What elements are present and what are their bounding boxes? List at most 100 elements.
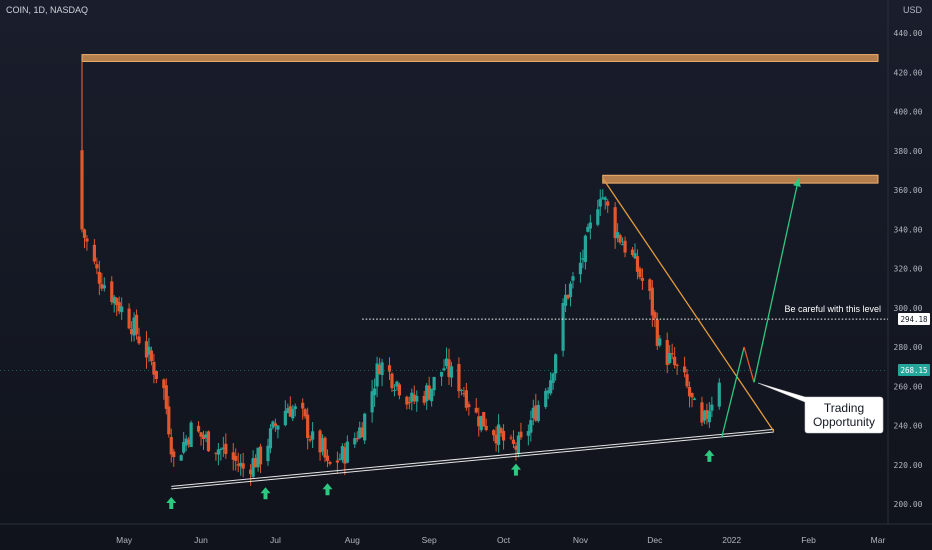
candle-body (511, 439, 516, 444)
candle-body (286, 408, 290, 414)
candle-body (496, 424, 501, 445)
candle-body (425, 385, 429, 402)
resistance-zone (602, 174, 879, 184)
symbol-header[interactable]: COIN, 1D, NASDAQ (6, 5, 89, 15)
candle-body (353, 438, 357, 445)
candle-body (427, 385, 431, 400)
candle-body (682, 366, 687, 373)
time-tick-label: Oct (497, 535, 511, 545)
candle-body (169, 437, 173, 455)
currency-label: USD (902, 5, 922, 15)
time-tick-label: Mar (871, 535, 886, 545)
time-tick-label: Nov (573, 535, 589, 545)
candle-body (603, 197, 607, 200)
support-trendline (171, 431, 774, 490)
time-tick-label: 2022 (722, 535, 741, 545)
candle-body (529, 420, 533, 433)
candle-body (162, 379, 166, 389)
candle-body (311, 431, 315, 440)
candle-body (549, 380, 553, 394)
level-price-label: 294.18 (898, 313, 930, 325)
candle-body (201, 434, 206, 439)
time-tick-label: Jul (270, 535, 281, 545)
projection-segment (753, 178, 800, 383)
candle-body (301, 402, 305, 409)
price-tick-label: 240.00 (894, 422, 923, 431)
candle-body (134, 314, 139, 335)
candle-body (571, 276, 575, 281)
last-price-text: 268.15 (900, 366, 927, 375)
candle-body (375, 363, 379, 387)
resistance-zones (81, 54, 879, 184)
candle-body (655, 319, 659, 346)
support-trendline (171, 428, 774, 487)
candle-body (405, 396, 409, 405)
candle-body (673, 356, 677, 366)
time-tick-label: Feb (801, 535, 816, 545)
price-tick-label: 380.00 (894, 147, 923, 156)
candle-body (459, 389, 464, 391)
last-price-label: 268.15 (898, 364, 930, 376)
time-axis[interactable]: May Jun Jul Aug Sep Oct Nov Dec 2022 Feb Mar (116, 535, 885, 545)
candle-body (236, 464, 240, 466)
candle-body (648, 279, 652, 291)
candle-body (221, 447, 225, 449)
candle-body (273, 423, 278, 426)
candle-body (117, 302, 121, 312)
candle-body (581, 258, 585, 260)
candle-body (154, 371, 158, 379)
candle-body (100, 284, 104, 289)
candle-body (640, 277, 645, 281)
candle-body (256, 447, 260, 468)
candle-body (412, 394, 416, 402)
candle-body (563, 294, 568, 306)
candle-body (583, 235, 587, 263)
candle-body (492, 430, 496, 436)
candle-body (283, 410, 287, 426)
candle-body (439, 371, 444, 377)
candle-body (291, 408, 295, 419)
speech-bubble-icon[interactable]: Trading Opportunity (757, 382, 884, 434)
candle-body (700, 402, 704, 423)
candle-body (499, 428, 503, 434)
resistance-zone (81, 54, 879, 62)
candle-body (216, 449, 220, 455)
candle-body (360, 427, 364, 438)
price-tick-label: 280.00 (894, 343, 923, 352)
up-arrow-icon (166, 497, 177, 509)
candle-body (692, 398, 697, 400)
candle-body (147, 346, 151, 355)
candle-body (231, 452, 235, 460)
candle-body (293, 406, 297, 409)
candle-body (638, 268, 642, 278)
candle-body (635, 256, 640, 272)
candle-body (415, 395, 419, 402)
candle-body (271, 421, 275, 428)
candle-body (320, 438, 325, 452)
up-arrow-icon (510, 463, 521, 476)
candle-body (219, 448, 223, 450)
candle-body (172, 451, 176, 458)
candle-body (613, 207, 617, 239)
price-axis[interactable]: 440.00 420.00 400.00 380.00 360.00 340.00 320.… (894, 29, 923, 509)
candle-body (355, 437, 359, 440)
candle-body (578, 262, 583, 275)
candle-body (554, 354, 558, 374)
candle-body (432, 377, 436, 391)
up-arrow-icon (322, 483, 333, 496)
candle-body (462, 393, 466, 395)
candle-body (325, 455, 330, 461)
candle-body (457, 364, 461, 392)
candle-body (568, 283, 573, 298)
candle-body (199, 432, 203, 437)
candle-body (308, 439, 312, 441)
candle-body (241, 463, 245, 469)
projection-arrowhead (793, 178, 801, 187)
level-price-text: 294.18 (900, 315, 928, 324)
candle-body (80, 150, 84, 230)
candle-body (249, 469, 253, 475)
candle-body (373, 388, 377, 396)
candle-body (494, 434, 498, 444)
